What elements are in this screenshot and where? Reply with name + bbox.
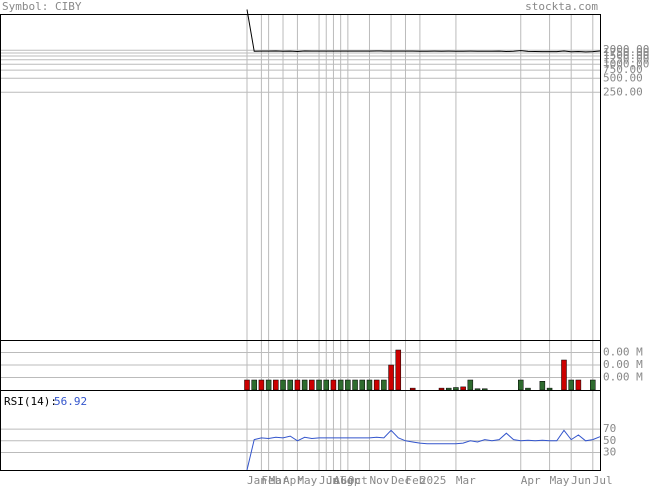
volume-bar: [467, 379, 474, 391]
x-tick-label: Feb: [405, 474, 425, 486]
site: stockta.com: [525, 0, 598, 13]
volume-bar: [539, 381, 546, 391]
rsi-frame: [0, 390, 601, 471]
y-tick-label: 2000.00: [603, 43, 649, 56]
x-tick-label: Jul: [326, 474, 346, 486]
volume-bar: [518, 379, 524, 391]
volume-bar: [323, 379, 329, 391]
plot-layer: 2000.001750.001500.001250.001000.00750.0…: [0, 9, 649, 486]
x-tick-label: Jun: [319, 474, 339, 486]
x-tick-label: Nov: [369, 474, 389, 486]
volume-bar: [568, 379, 574, 391]
y-tick-label: 1750.00: [603, 46, 649, 59]
volume-bar: [366, 379, 373, 391]
volume-bar: [359, 379, 366, 391]
volume-bar: [474, 388, 481, 391]
volume-bar: [265, 379, 272, 391]
x-tick-label: Aug: [333, 474, 353, 486]
y-tick-label: 0.00 M: [603, 346, 643, 359]
price-frame: [0, 14, 601, 341]
price-line: [246, 9, 601, 53]
volume-bar: [309, 379, 315, 391]
y-tick-label: 30: [603, 445, 616, 458]
volume-bar: [330, 379, 337, 391]
y-tick-label: 500.00: [603, 71, 643, 84]
y-tick-label: 1500.00: [603, 49, 649, 62]
x-tick-label: May: [550, 474, 570, 486]
x-tick-label: Sep: [341, 474, 361, 486]
x-tick-label: Feb: [261, 474, 281, 486]
x-tick-label: Mar: [269, 474, 289, 486]
volume-bar: [453, 387, 459, 391]
volume-bar: [388, 364, 394, 391]
volume-bar: [373, 379, 380, 391]
x-tick-label: Apr: [521, 474, 541, 486]
y-tick-label: 750.00: [603, 63, 643, 76]
y-tick-label: 0.00 M: [603, 358, 643, 371]
volume-bar: [273, 379, 279, 391]
y-tick-label: 50: [603, 434, 616, 447]
volume-bar: [337, 379, 344, 391]
y-tick-label: 250.00: [603, 85, 643, 98]
volume-bar: [280, 379, 286, 391]
volume-bar: [525, 387, 531, 391]
volume-bar: [287, 379, 293, 391]
x-tick-label: Apr: [283, 474, 303, 486]
y-tick-label: 0.00 M: [603, 371, 643, 384]
volume-bar: [460, 386, 466, 391]
volume-bar: [345, 379, 351, 391]
volume-bar: [381, 379, 387, 391]
volume-bar: [481, 388, 488, 391]
symbol: Symbol: CIBY: [2, 0, 82, 13]
volume-bar: [445, 387, 452, 391]
volume-bar: [244, 379, 250, 391]
x-tick-label: Jun: [571, 474, 591, 486]
y-tick-label: 1000.00: [603, 57, 649, 70]
volume-bar: [316, 379, 322, 391]
rsi-label: RSI(14):: [4, 395, 57, 408]
volume-bar: [546, 387, 553, 391]
y-tick-label: 1250.00: [603, 53, 649, 66]
volume-bar: [251, 379, 257, 391]
volume-bar: [352, 379, 358, 391]
x-tick-label: Jan: [247, 474, 267, 486]
volume-bar: [294, 379, 301, 391]
x-tick-label: Oct: [348, 474, 368, 486]
volume-bar: [575, 379, 582, 391]
x-tick-label: Dec: [391, 474, 411, 486]
x-tick-label: May: [297, 474, 317, 486]
x-tick-label: Mar: [456, 474, 476, 486]
volume-bar: [301, 379, 308, 391]
volume-bar: [258, 379, 265, 391]
volume-bar: [590, 379, 596, 391]
rsi-current: 56.92: [54, 395, 87, 408]
volume-bar: [561, 359, 567, 391]
x-tick-label: Jul: [593, 474, 613, 486]
volume-bar: [395, 349, 402, 391]
volume-bar: [438, 387, 445, 391]
volume-bar: [409, 387, 416, 391]
x-tick-label: 2025: [420, 474, 447, 486]
y-tick-label: 70: [603, 422, 616, 435]
rsi-line: [246, 429, 601, 471]
